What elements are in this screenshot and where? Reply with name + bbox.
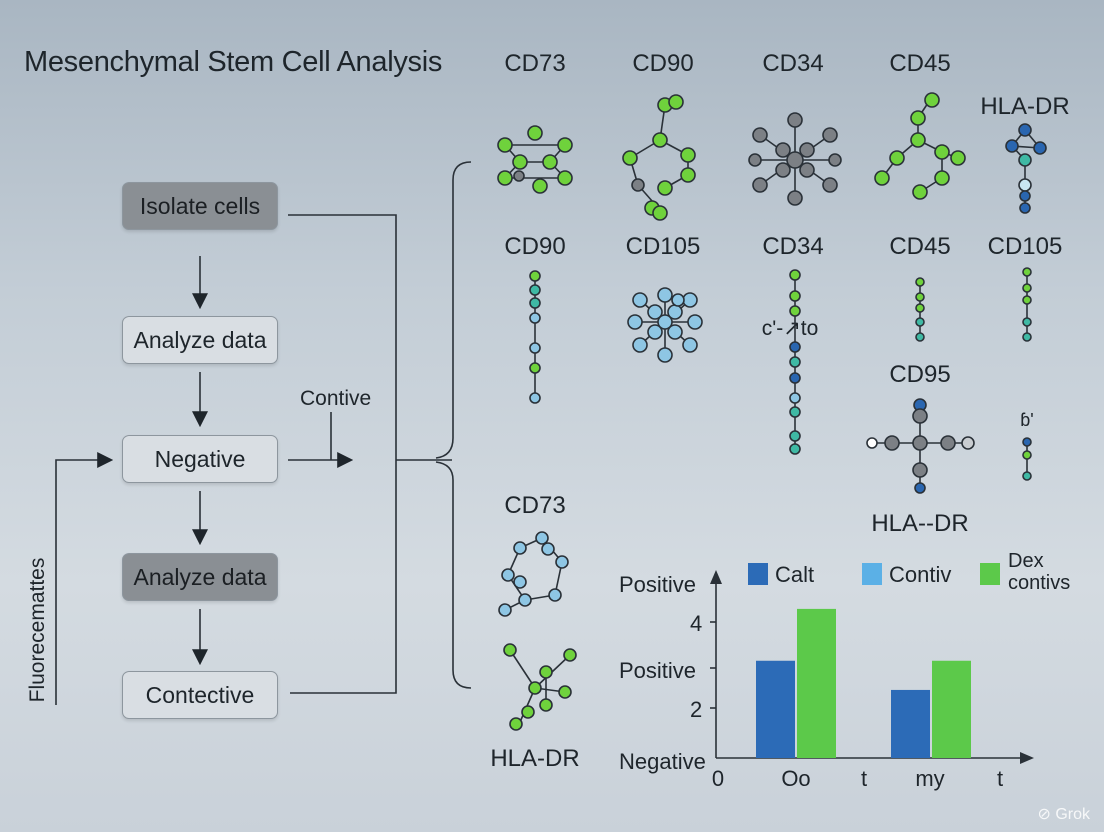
marker-label-cd73: CD73 bbox=[504, 50, 566, 77]
bar-dex-contivs-my bbox=[932, 660, 971, 758]
marker-label-cd45-2: CD45 bbox=[889, 233, 951, 260]
flow-step-analyze-data: Analyze data bbox=[122, 316, 278, 364]
molecule-cd34-chain bbox=[789, 269, 801, 455]
y-tick-label: 4 bbox=[690, 611, 703, 636]
marker-label-hla-dr-bottom: HLA--DR bbox=[871, 510, 969, 537]
y-tick-label: Negative bbox=[619, 749, 706, 774]
molecule-cd90 bbox=[622, 94, 696, 221]
marker-label-cd34: CD34 bbox=[762, 50, 824, 77]
isolate-connector bbox=[288, 214, 397, 694]
x-tick-label: t bbox=[860, 766, 868, 791]
small-glyph-label: ɓ' bbox=[1020, 410, 1034, 430]
flow-step-isolate-cells: Isolate cells bbox=[122, 182, 278, 230]
marker-label-cd105: CD105 bbox=[625, 233, 701, 260]
y-tick-label: 2 bbox=[690, 697, 703, 722]
molecule-cd34 bbox=[748, 112, 842, 206]
molecule-cd90-chain bbox=[529, 270, 541, 404]
lower-bracket bbox=[435, 461, 472, 689]
bar-calt-oo bbox=[756, 660, 795, 758]
molecule-cd73-low bbox=[498, 531, 569, 617]
legend-swatch-contiv bbox=[862, 563, 882, 585]
molecule-cd45-chain bbox=[915, 277, 925, 342]
legend-label-dex-contivs: Dex contivs bbox=[1008, 550, 1071, 594]
watermark: ⊘ Grok bbox=[1037, 806, 1090, 823]
molecule-small-chain bbox=[1022, 437, 1032, 481]
flow-step-contective: Contective bbox=[122, 671, 278, 719]
marker-label-cd73-low: CD73 bbox=[504, 492, 566, 519]
molecule-cd95 bbox=[866, 398, 975, 494]
molecule-hla-dr bbox=[1005, 123, 1047, 214]
y-tick-label: Positive bbox=[619, 658, 697, 683]
y-tick-label: Positive bbox=[619, 572, 697, 597]
bar-dex-contivs-oo bbox=[797, 608, 836, 758]
page-title: Mesenchymal Stem Cell Analysis bbox=[24, 46, 443, 78]
molecule-cd105 bbox=[627, 287, 703, 363]
watermark-text: Grok bbox=[1055, 806, 1090, 823]
x-tick-label: 0 bbox=[711, 766, 725, 791]
upper-bracket bbox=[435, 161, 472, 459]
branch-label: Contive bbox=[300, 387, 372, 410]
marker-label-hla-dr-low: HLA-DR bbox=[490, 745, 580, 772]
x-tick-label: Oo bbox=[781, 766, 811, 791]
molecule-cd73 bbox=[497, 125, 573, 194]
legend-swatch-dex-contivs bbox=[980, 563, 1000, 585]
flow-step-negative: Negative bbox=[122, 435, 278, 483]
marker-label-hla-dr: HLA-DR bbox=[980, 93, 1070, 120]
marker-label-cd105-2: CD105 bbox=[987, 233, 1063, 260]
legend-label-contiv: Contiv bbox=[889, 562, 952, 587]
x-tick-label: my bbox=[915, 766, 945, 791]
marker-label-cd90-2: CD90 bbox=[504, 233, 566, 260]
molecule-hla-dr-low bbox=[503, 643, 577, 731]
marker-label-cd34-2: CD34 bbox=[762, 233, 824, 260]
legend-swatch-calt bbox=[748, 563, 768, 585]
molecule-cd105-chain bbox=[1022, 267, 1032, 342]
marker-label-cd95: CD95 bbox=[889, 361, 951, 388]
flow-step-analyze-data-2: Analyze data bbox=[122, 553, 278, 601]
marker-label-cd45: CD45 bbox=[889, 50, 951, 77]
cd34-chain-text: c'-↗to bbox=[761, 317, 819, 340]
marker-label-cd90: CD90 bbox=[632, 50, 694, 77]
molecule-cd45 bbox=[874, 92, 966, 200]
side-feedback-arrow bbox=[55, 452, 114, 705]
x-tick-label: t bbox=[996, 766, 1004, 791]
legend-label-calt: Calt bbox=[775, 562, 815, 587]
bar-calt-my bbox=[891, 689, 930, 758]
